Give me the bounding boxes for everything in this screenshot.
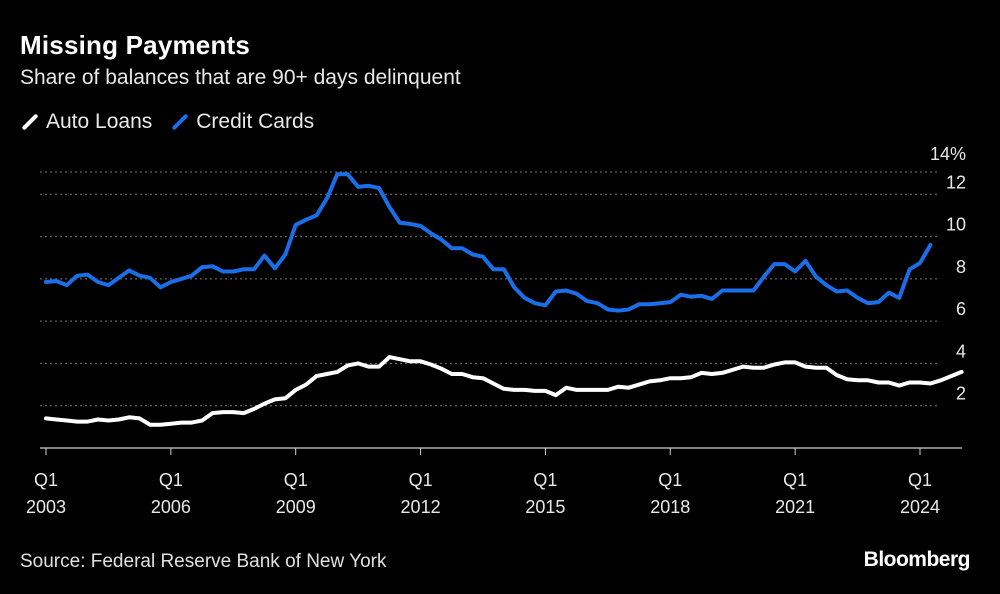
y-tick-label: 8 (956, 257, 966, 277)
source-note: Source: Federal Reserve Bank of New York (20, 551, 387, 572)
x-tick-label-year: 2003 (26, 497, 66, 517)
chart-legend: Auto Loans Credit Cards (20, 110, 314, 134)
y-tick-label: 14% (930, 144, 966, 164)
x-tick-label-year: 2009 (276, 497, 316, 517)
x-tick-label: Q1 (908, 470, 932, 490)
x-tick-label: Q1 (533, 470, 557, 490)
y-tick-label: 4 (956, 341, 966, 361)
legend-label-credit-cards: Credit Cards (196, 110, 315, 133)
legend-item-auto-loans: Auto Loans (20, 110, 152, 134)
x-tick-label-year: 2015 (525, 497, 565, 517)
series-line-credit-cards (44, 172, 933, 313)
legend-item-credit-cards: Credit Cards (170, 110, 314, 134)
x-tick-label: Q1 (34, 470, 58, 490)
y-tick-label: 12 (946, 172, 966, 192)
y-tick-label: 10 (946, 215, 966, 235)
x-tick-label-year: 2024 (900, 497, 940, 517)
x-tick-label: Q1 (284, 470, 308, 490)
x-tick-label: Q1 (409, 470, 433, 490)
x-tick-label-year: 2012 (401, 497, 441, 517)
legend-label-auto-loans: Auto Loans (46, 110, 153, 133)
bloomberg-logo: Bloomberg (863, 548, 971, 571)
chart-subtitle: Share of balances that are 90+ days deli… (20, 66, 461, 89)
y-tick-label: 6 (956, 299, 966, 319)
y-tick-label: 2 (956, 384, 966, 404)
series-line-auto-loans (44, 355, 964, 427)
x-tick-label-year: 2018 (650, 497, 690, 517)
x-tick-label-year: 2006 (151, 497, 191, 517)
x-tick-label: Q1 (658, 470, 682, 490)
x-tick-label: Q1 (159, 470, 183, 490)
x-tick-label: Q1 (783, 470, 807, 490)
chart-title: Missing Payments (20, 30, 251, 60)
x-tick-label-year: 2021 (775, 497, 815, 517)
